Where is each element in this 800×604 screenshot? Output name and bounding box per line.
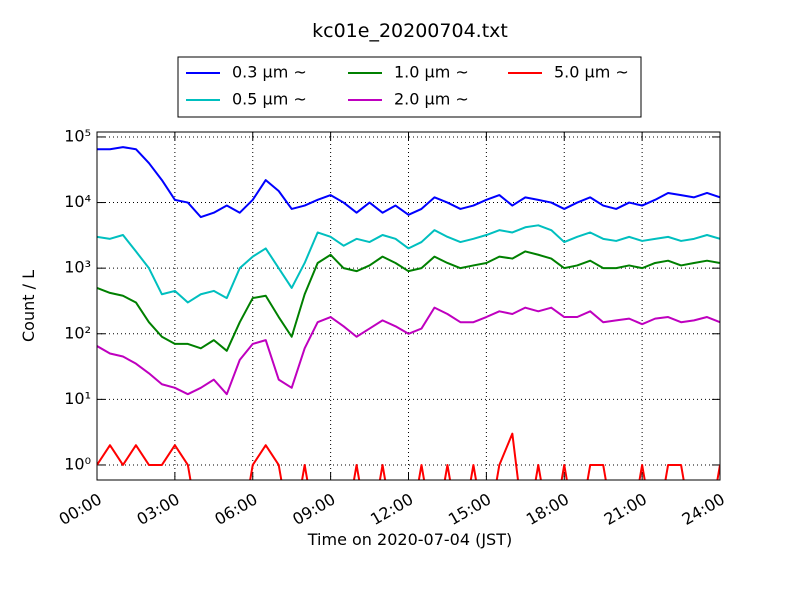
series-line — [97, 224, 720, 304]
plot-frame — [96, 131, 721, 481]
y-axis-label: Count / L — [19, 270, 38, 342]
x-axis-label: Time on 2020-07-04 (JST) — [307, 530, 512, 549]
series-line — [97, 146, 720, 219]
legend-label: 5.0 μm ~ — [554, 63, 629, 82]
y-tick-label: 10⁵ — [64, 126, 91, 145]
legend-box — [177, 56, 642, 118]
legend-label: 0.5 μm ~ — [232, 90, 307, 109]
y-tick-label: 10² — [64, 323, 91, 342]
legend-label: 2.0 μm ~ — [394, 90, 469, 109]
y-tick-label: 10³ — [64, 258, 91, 277]
y-tick-label: 10⁰ — [64, 454, 91, 473]
legend-label: 1.0 μm ~ — [394, 63, 469, 82]
series-line — [97, 306, 720, 396]
plot-lines — [97, 146, 720, 480]
y-tick-label: 10¹ — [64, 389, 91, 408]
legend: 0.3 μm ~ 0.5 μm ~ 1.0 μm ~ 2.0 μm ~ 5.0 μm ~ — [177, 56, 642, 118]
grid — [96, 132, 721, 480]
chart-title: kc01e_20200704.txt — [312, 20, 508, 42]
y-tick-label: 10⁴ — [64, 192, 91, 211]
series-line — [97, 250, 720, 352]
legend-label: 0.3 μm ~ — [232, 63, 307, 82]
